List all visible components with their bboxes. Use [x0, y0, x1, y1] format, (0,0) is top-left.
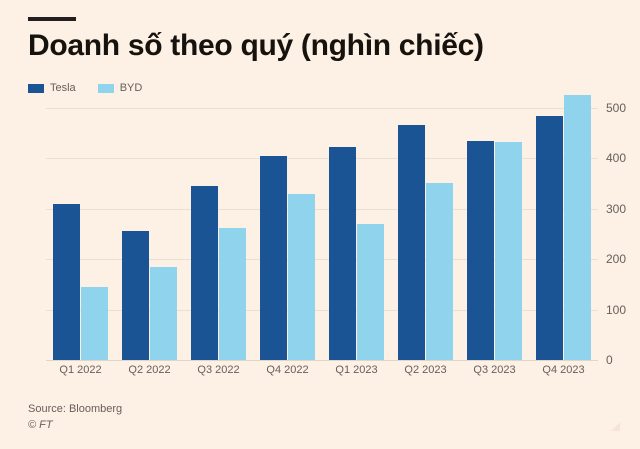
bar-byd[interactable] — [495, 142, 522, 360]
legend-swatch-icon — [28, 83, 44, 93]
bar-group — [460, 108, 529, 360]
bar-byd[interactable] — [357, 223, 384, 360]
corner-mark-icon — [611, 422, 620, 431]
y-axis-tick-label: 200 — [606, 252, 627, 267]
bar-groups — [46, 94, 598, 360]
legend-label: BYD — [119, 82, 143, 94]
legend-item-byd[interactable]: BYD — [97, 82, 143, 94]
bar-group — [115, 108, 184, 360]
bar-group — [529, 94, 598, 360]
legend-swatch-icon — [97, 83, 114, 93]
y-axis-tick-label: 400 — [606, 151, 627, 166]
x-axis-labels: Q1 2022 Q2 2022 Q3 2022 Q4 2022 Q1 2023 Q2 20… — [46, 364, 598, 376]
bar-byd[interactable] — [426, 182, 453, 360]
bar-group — [46, 108, 115, 360]
x-axis-tick-label: Q3 2023 — [473, 364, 516, 376]
bar-byd[interactable] — [288, 193, 315, 360]
gridline — [46, 360, 598, 361]
bar-tesla[interactable] — [191, 186, 218, 360]
x-axis-tick-label: Q2 2022 — [128, 364, 171, 376]
page-title: Doanh số theo quý (nghìn chiếc) — [28, 29, 484, 62]
legend-item-tesla[interactable]: Tesla — [28, 82, 76, 94]
bar-tesla[interactable] — [467, 140, 494, 360]
x-axis-tick-label: Q4 2023 — [542, 364, 585, 376]
bar-tesla[interactable] — [329, 146, 356, 360]
copyright-label: © FT — [28, 418, 53, 431]
x-axis-tick-label: Q2 2023 — [404, 364, 447, 376]
legend-label: Tesla — [50, 82, 76, 94]
y-axis-tick-label: 0 — [606, 353, 613, 367]
x-axis-tick-label: Q3 2022 — [197, 364, 240, 376]
bar-group — [184, 108, 253, 360]
x-axis-tick-label: Q1 2022 — [59, 364, 102, 376]
plot-area: 0 100 200 300 400 500 — [46, 94, 626, 367]
bar-byd[interactable] — [150, 266, 177, 360]
bar-tesla[interactable] — [53, 203, 80, 360]
bar-tesla[interactable] — [536, 115, 563, 360]
bar-tesla[interactable] — [122, 231, 149, 360]
chart-footer: Source: Bloomberg © FT — [28, 402, 122, 434]
bar-byd[interactable] — [219, 227, 246, 360]
y-axis-tick-label: 100 — [606, 302, 627, 317]
chart-legend: Tesla BYD — [28, 82, 142, 94]
x-axis-tick-label: Q4 2022 — [266, 364, 309, 376]
bar-group — [253, 108, 322, 360]
bar-byd[interactable] — [564, 94, 591, 360]
bar-tesla[interactable] — [260, 155, 287, 360]
bar-byd[interactable] — [81, 286, 108, 360]
bar-group — [391, 108, 460, 360]
source-label: Source: Bloomberg — [28, 403, 123, 415]
title-rule — [28, 17, 76, 21]
y-axis-tick-label: 500 — [606, 101, 627, 115]
bar-tesla[interactable] — [398, 125, 425, 360]
x-axis-tick-label: Q1 2023 — [335, 364, 378, 376]
y-axis-tick-label: 300 — [606, 201, 627, 216]
bar-group — [322, 108, 391, 360]
